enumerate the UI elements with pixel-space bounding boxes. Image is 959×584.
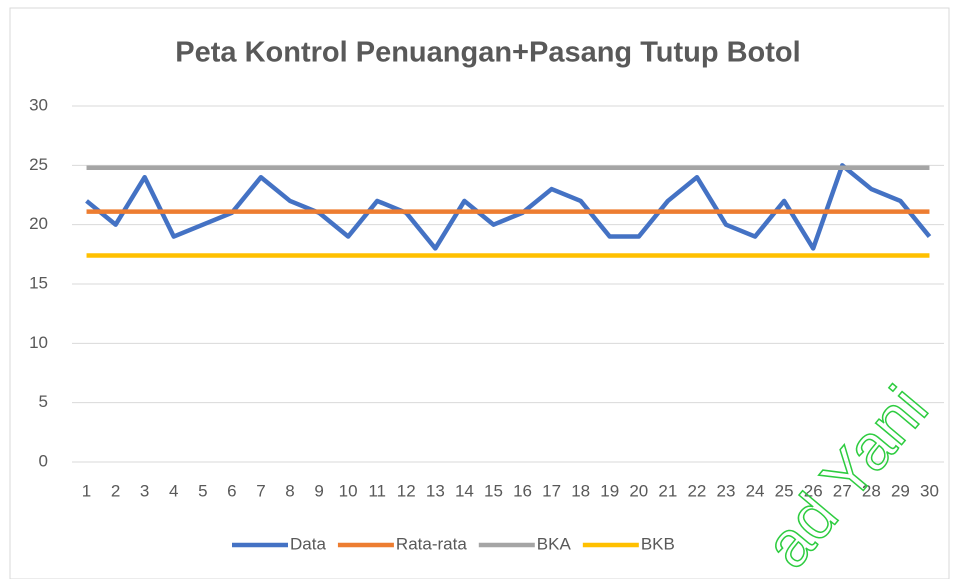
x-tick-label: 30 (920, 481, 939, 500)
x-tick-label: 7 (256, 481, 265, 500)
chart-frame (9, 7, 950, 580)
x-tick-label: 24 (746, 481, 765, 500)
x-tick-label: 9 (314, 481, 323, 500)
x-tick-label: 3 (140, 481, 149, 500)
series-line (85, 163, 932, 251)
x-tick-label: 20 (629, 481, 648, 500)
x-tick-label: 19 (600, 481, 619, 500)
legend-label: Rata-rata (396, 534, 467, 553)
x-tick-label: 27 (833, 481, 852, 500)
x-tick-label: 18 (571, 481, 590, 500)
x-tick-label: 10 (339, 481, 358, 500)
x-tick-label: 21 (658, 481, 677, 500)
x-tick-label: 11 (368, 481, 386, 500)
legend-label: BKA (537, 534, 572, 553)
chart-title: Peta Kontrol Penuangan+Pasang Tutup Boto… (175, 37, 800, 69)
x-tick-label: 4 (169, 481, 178, 500)
y-tick-label: 5 (39, 392, 48, 411)
x-tick-label: 12 (397, 481, 416, 500)
x-tick-label: 29 (891, 481, 910, 500)
x-tick-label: 25 (775, 481, 794, 500)
x-tick-label: 6 (227, 481, 236, 500)
x-tick-label: 17 (542, 481, 561, 500)
x-tick-label: 13 (426, 481, 445, 500)
y-tick-label: 20 (29, 214, 48, 233)
x-tick-label: 22 (687, 481, 706, 500)
x-tick-label: 5 (198, 481, 207, 500)
y-tick-label: 25 (29, 155, 48, 174)
legend-label: Data (290, 534, 326, 553)
x-tick-label: 23 (717, 481, 736, 500)
x-tick-label: 28 (862, 481, 881, 500)
x-tick-label: 8 (285, 481, 294, 500)
x-tick-label: 2 (111, 481, 120, 500)
y-tick-label: 0 (39, 451, 48, 470)
y-tick-label: 30 (29, 95, 48, 114)
y-tick-label: 15 (29, 273, 48, 292)
x-tick-label: 26 (804, 481, 823, 500)
y-tick-label: 10 (29, 333, 48, 352)
x-tick-label: 15 (484, 481, 503, 500)
x-tick-label: 1 (82, 481, 91, 500)
x-tick-label: 14 (455, 481, 474, 500)
x-tick-label: 16 (513, 481, 532, 500)
legend-label: BKB (641, 534, 675, 553)
